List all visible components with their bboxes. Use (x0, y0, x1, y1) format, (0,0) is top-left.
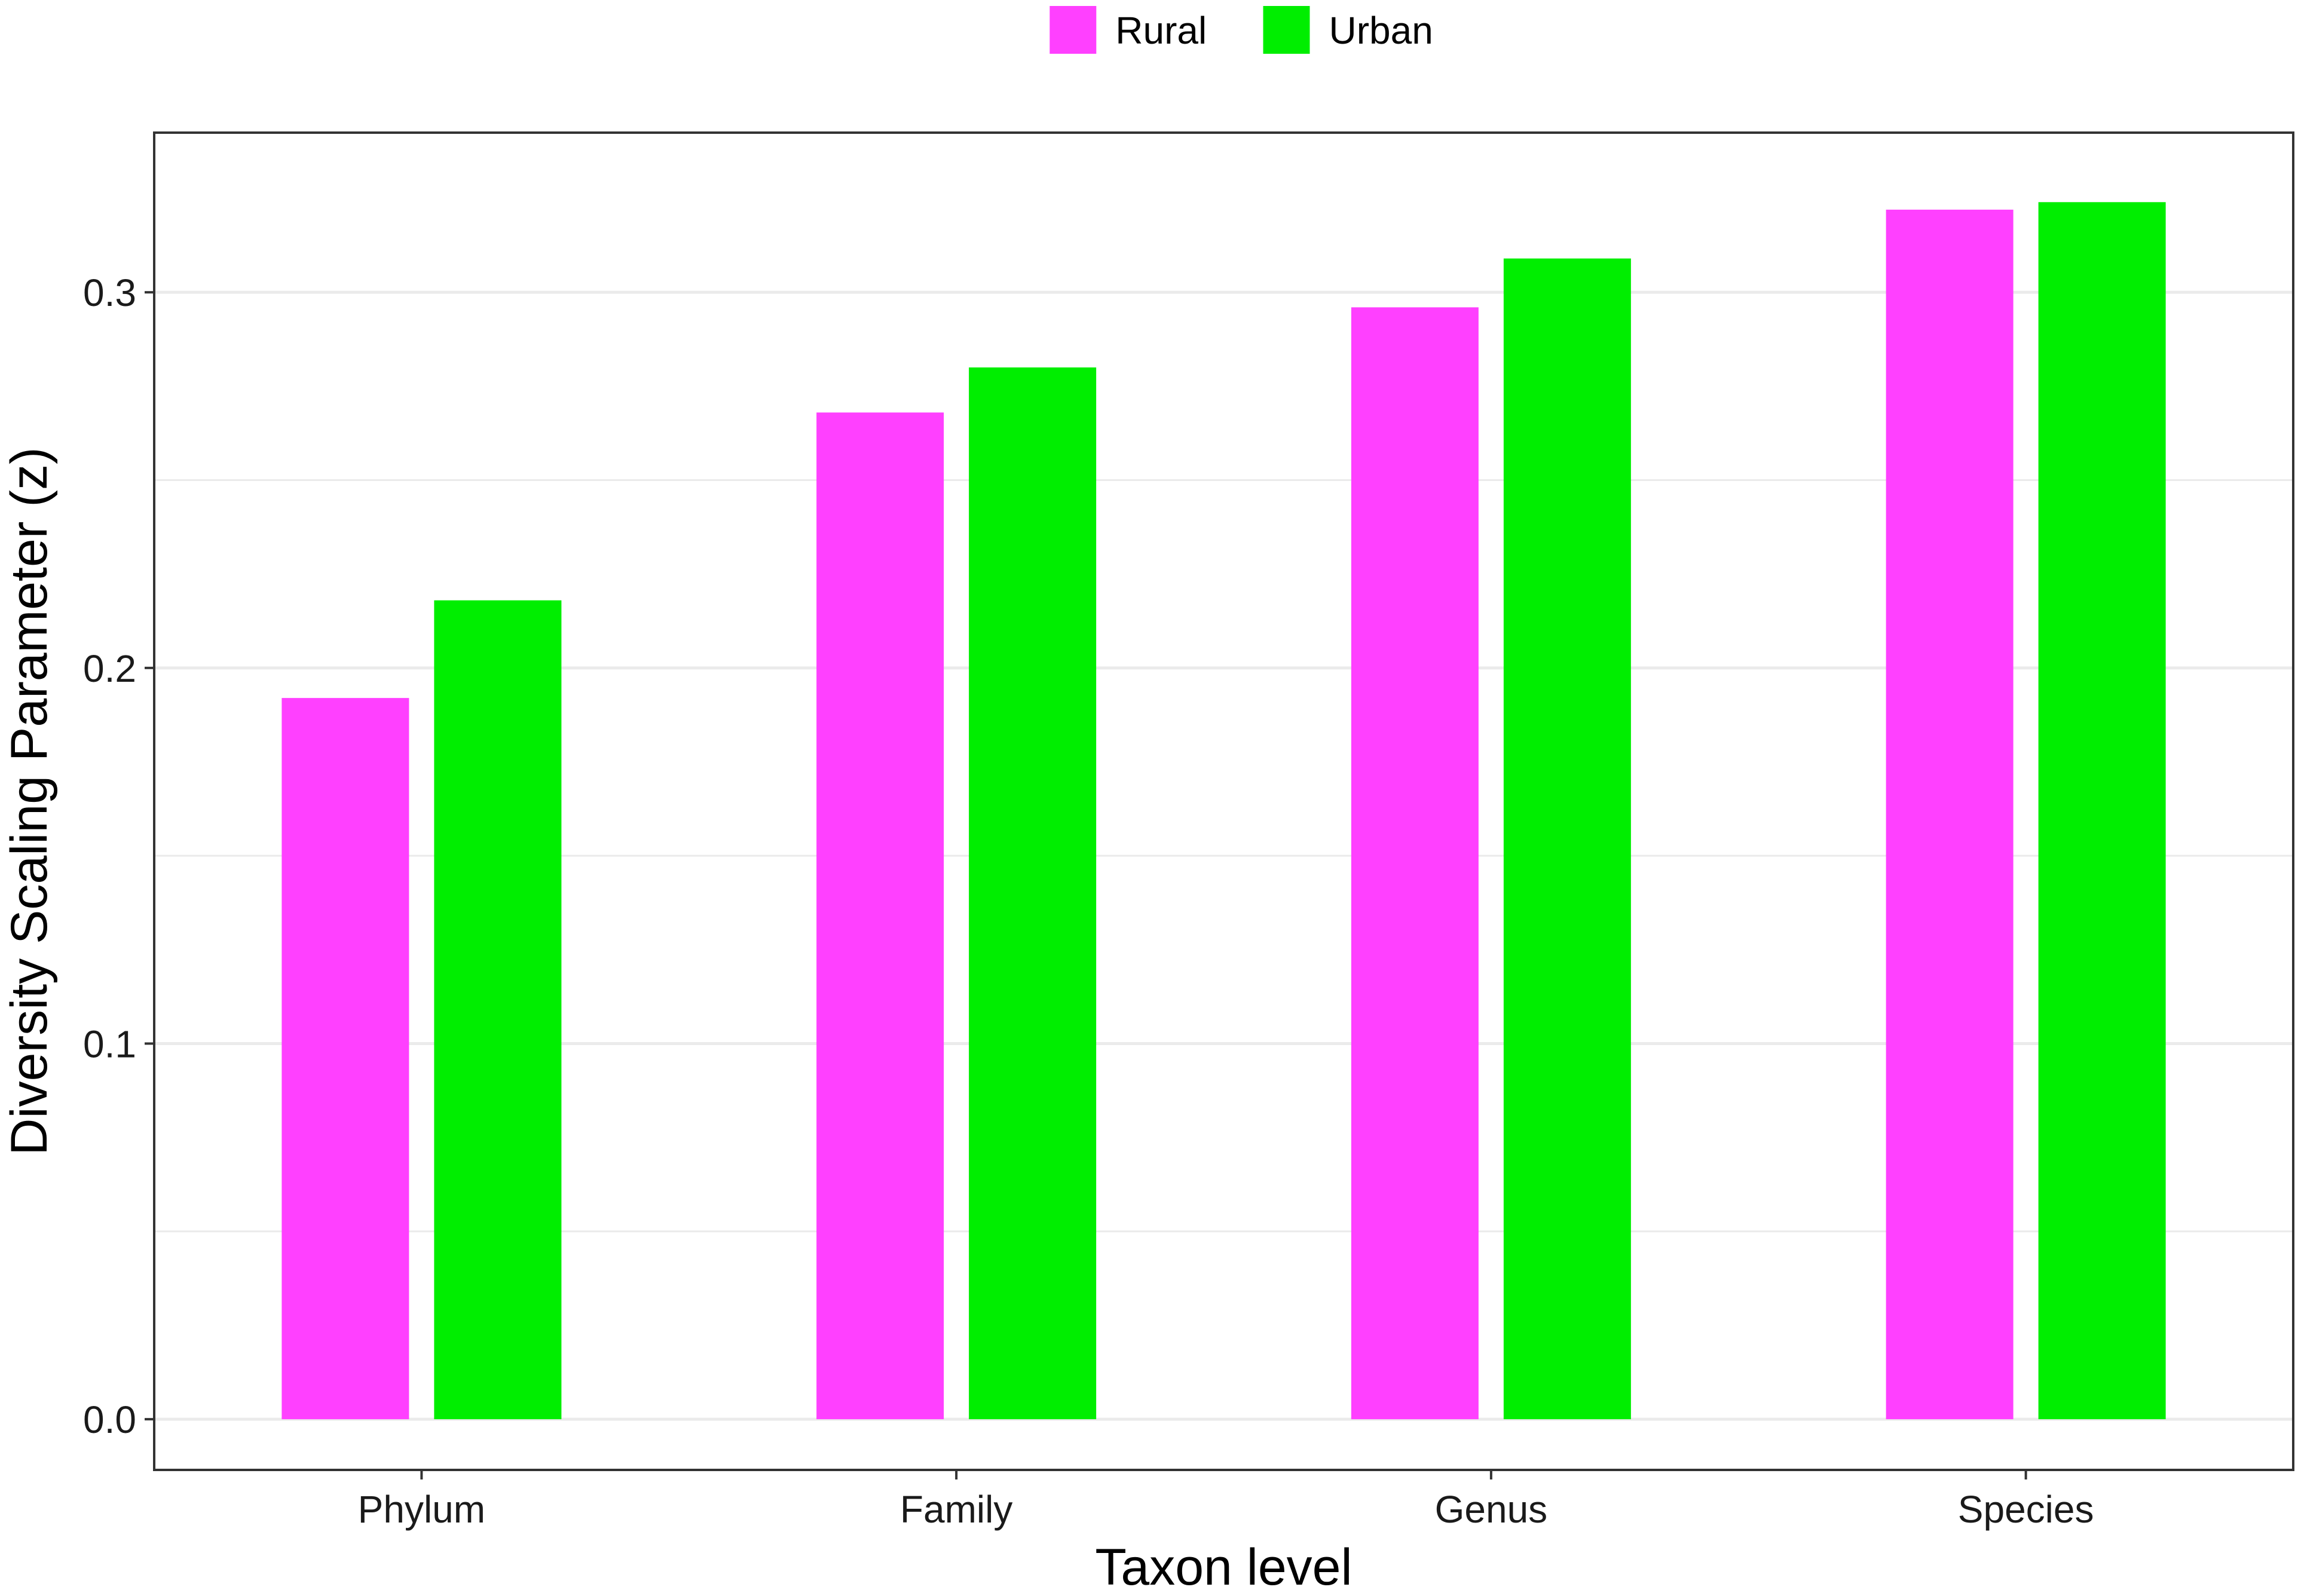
x-tick-label: Genus (1435, 1488, 1548, 1531)
legend-key-urban (1263, 6, 1310, 54)
y-tick-label: 0.2 (83, 647, 136, 690)
x-tick-label: Family (900, 1488, 1012, 1531)
bar-urban-genus (1503, 258, 1631, 1420)
y-tick-label: 0.1 (83, 1022, 136, 1065)
x-tick-label: Species (1958, 1488, 2094, 1531)
bars (281, 202, 2166, 1420)
y-tick-label: 0.3 (83, 271, 136, 314)
bar-rural-phylum (281, 698, 409, 1420)
legend-label-rural: Rural (1115, 9, 1207, 52)
legend-label-urban: Urban (1329, 9, 1433, 52)
plot-panel-border (153, 131, 2294, 1471)
bar-urban-phylum (434, 600, 562, 1420)
legend-key-rural (1049, 6, 1097, 54)
bar-urban-family (969, 367, 1097, 1420)
bar-rural-genus (1351, 307, 1479, 1420)
y-axis-title: Diversity Scaling Parameter (z) (1, 447, 58, 1155)
bar-urban-species (2038, 202, 2166, 1420)
x-axis-title: Taxon level (1095, 1539, 1352, 1593)
y-tick-label: 0.0 (83, 1398, 136, 1441)
axes: 0.0 0.1 0.2 0.3 Phylum Family Genus Species (83, 271, 2094, 1531)
bar-rural-family (816, 412, 944, 1420)
legend: Rural Urban (1049, 6, 1433, 54)
x-tick-label: Phylum (358, 1488, 485, 1531)
bar-rural-species (1886, 209, 2014, 1420)
